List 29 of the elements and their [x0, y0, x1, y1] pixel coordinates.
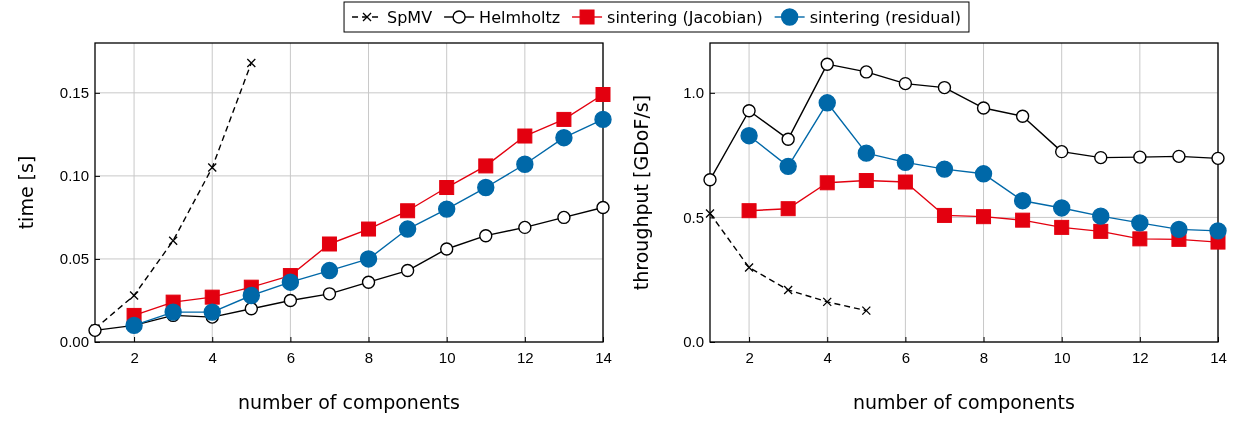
x-tick-label: 10	[1053, 348, 1071, 366]
x-tick-label: 2	[745, 348, 754, 366]
x-tick-label: 6	[286, 348, 296, 366]
x-tick-label: 2	[130, 348, 139, 366]
legend-label: Helmholtz	[479, 8, 561, 27]
legend-label: sintering (residual)	[809, 8, 961, 27]
x-tick-label: 14	[1210, 348, 1227, 366]
y-tick-label: 0.05	[59, 250, 89, 268]
x-tick-label: 4	[208, 348, 217, 366]
y-axis-title: throughput [GDoF/s]	[630, 94, 652, 291]
x-tick-label: 14	[595, 348, 612, 366]
y-tick-label: 0.10	[59, 167, 89, 185]
x-tick-label: 12	[517, 348, 534, 366]
x-tick-label: 6	[901, 348, 911, 366]
x-tick-label: 4	[823, 348, 832, 366]
y-tick-label: 1.0	[683, 84, 704, 102]
x-tick-label: 10	[438, 348, 456, 366]
y-axis-title: time [s]	[15, 155, 37, 230]
y-tick-label: 0.00	[59, 333, 89, 351]
x-axis-title: number of components	[238, 391, 460, 413]
legend-label: SpMV	[387, 8, 433, 27]
x-tick-label: 8	[364, 348, 374, 366]
x-tick-label: 12	[1132, 348, 1149, 366]
y-tick-label: 0.0	[683, 333, 704, 351]
x-axis-title: number of components	[853, 391, 1075, 413]
y-tick-label: 0.15	[59, 84, 89, 102]
legend-label: sintering (Jacobian)	[607, 8, 763, 27]
x-tick-label: 8	[979, 348, 989, 366]
y-tick-label: 0.5	[683, 208, 704, 226]
